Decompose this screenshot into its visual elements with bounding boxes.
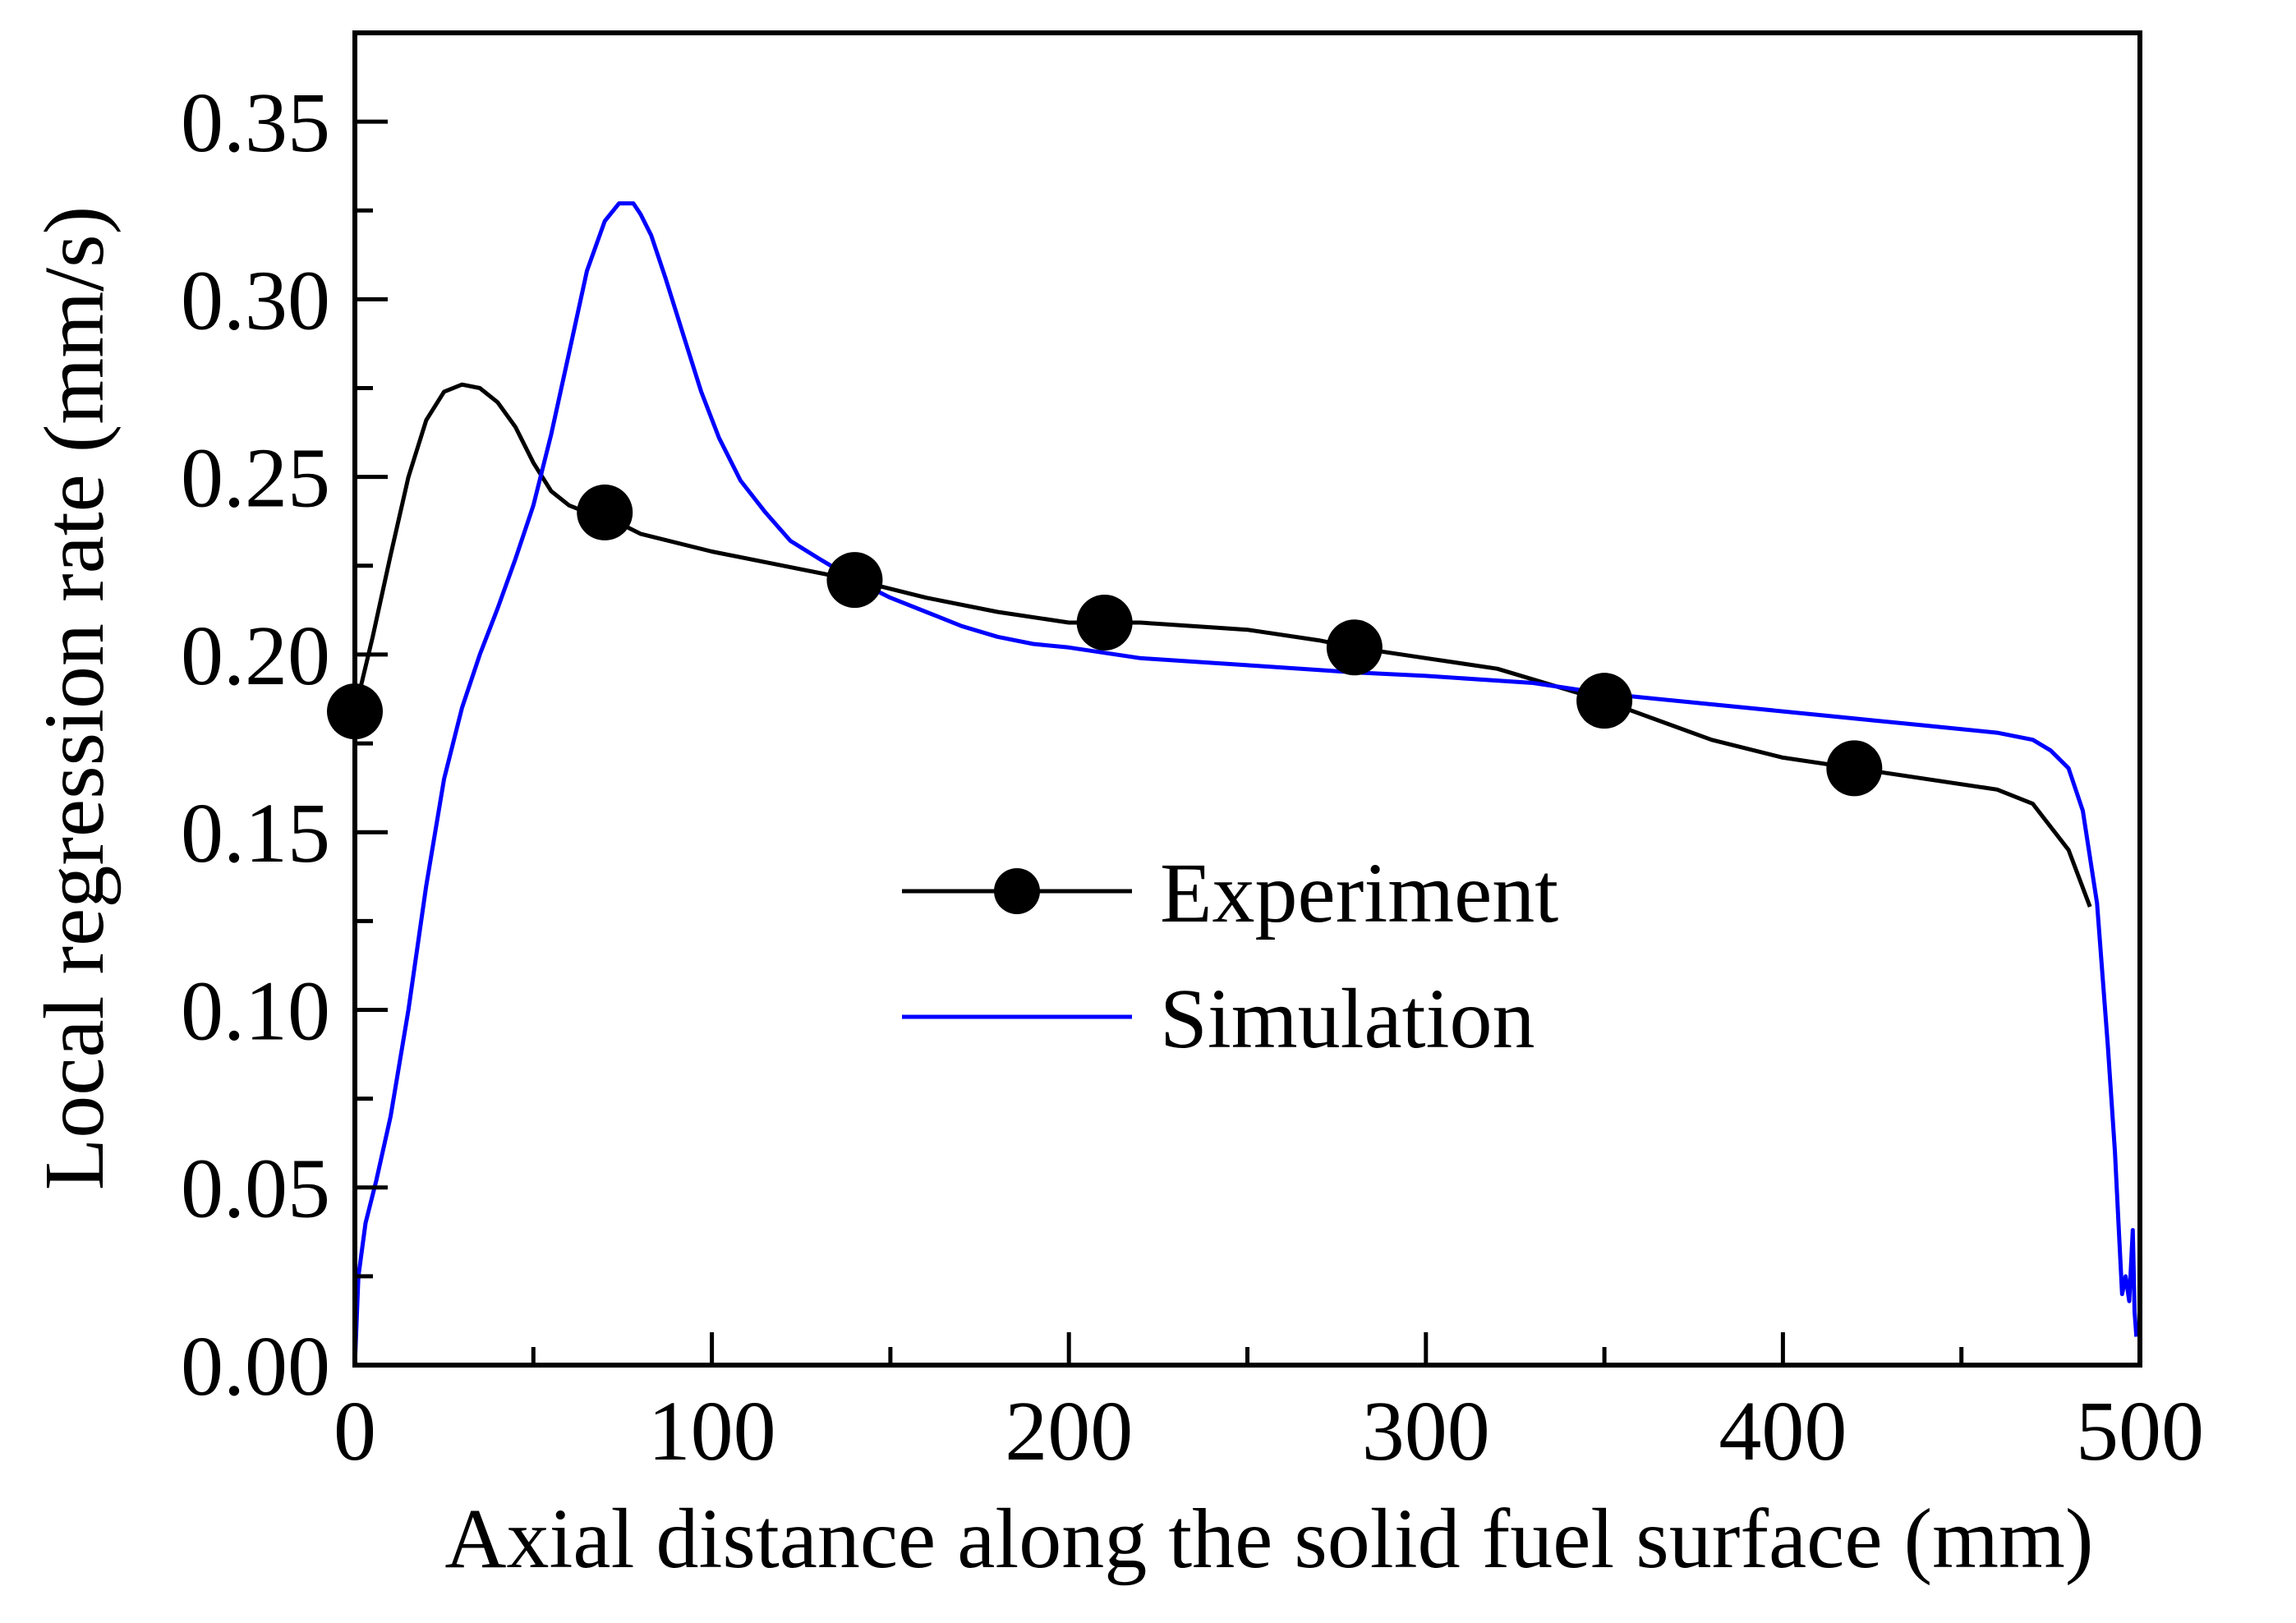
experiment-marker xyxy=(826,552,883,609)
legend-marker-experiment xyxy=(994,868,1040,914)
y-tick-label: 0.10 xyxy=(181,963,330,1058)
series-markers xyxy=(327,484,1883,797)
simulation-line xyxy=(352,201,2139,1366)
plot-frame xyxy=(352,30,2142,1368)
x-tick-label: 0 xyxy=(334,1384,376,1478)
series-lines xyxy=(352,201,2139,1366)
y-tick-label: 0.25 xyxy=(181,431,330,526)
experiment-marker xyxy=(577,484,633,540)
y-tick-labels: 0.00 0.05 0.10 0.15 0.20 0.25 0.30 0.35 xyxy=(181,76,330,1414)
y-tick-label: 0.35 xyxy=(181,76,330,170)
legend: Experiment Simulation xyxy=(902,846,1558,1066)
experiment-marker xyxy=(1826,740,1883,797)
y-tick-label: 0.00 xyxy=(181,1319,330,1414)
x-tick-labels: 0 100 200 300 400 500 xyxy=(334,1384,2204,1478)
experiment-line xyxy=(352,382,2092,908)
x-tick-label: 400 xyxy=(1719,1384,1847,1478)
x-tick-label: 500 xyxy=(2076,1384,2204,1478)
x-tick-label: 100 xyxy=(648,1384,776,1478)
x-tick-label: 200 xyxy=(1005,1384,1133,1478)
y-tick-label: 0.30 xyxy=(181,253,330,347)
x-axis-title: Axial distance along the solid fuel surf… xyxy=(444,1492,2093,1586)
experiment-marker xyxy=(1326,619,1383,676)
y-axis-title: Local regression rate (mm/s) xyxy=(27,206,122,1190)
y-tick-label: 0.15 xyxy=(181,786,330,880)
y-tick-label: 0.20 xyxy=(181,609,330,703)
axis-ticks xyxy=(352,30,2142,1368)
legend-label-simulation: Simulation xyxy=(1160,972,1535,1066)
y-tick-label: 0.05 xyxy=(181,1142,330,1236)
experiment-marker xyxy=(1076,595,1133,651)
experiment-marker xyxy=(1576,673,1633,729)
x-tick-label: 300 xyxy=(1362,1384,1490,1478)
legend-label-experiment: Experiment xyxy=(1160,846,1558,940)
